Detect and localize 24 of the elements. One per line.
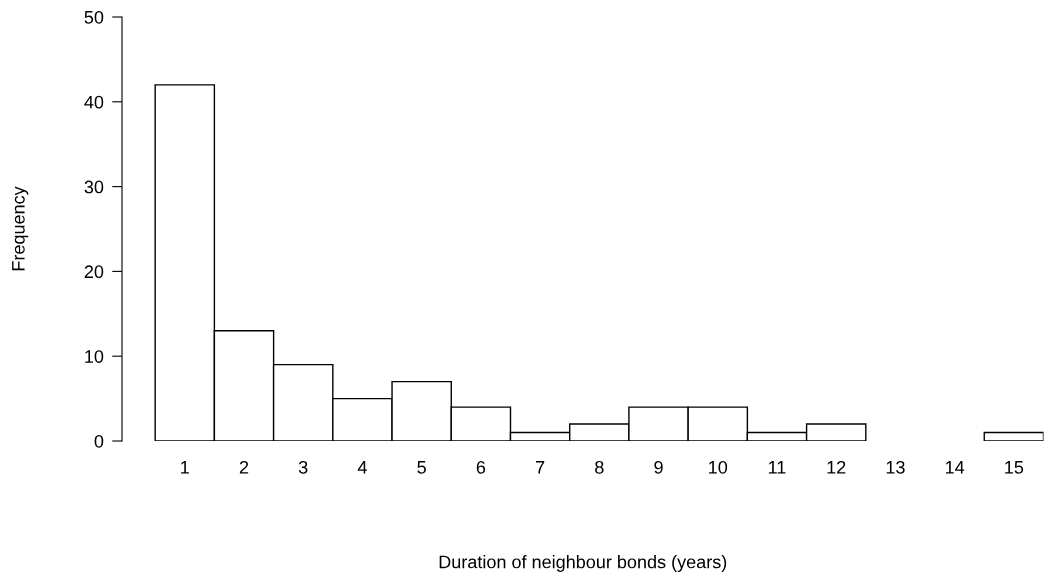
y-tick-label: 0 bbox=[94, 434, 104, 448]
x-tick-label: 11 bbox=[768, 461, 786, 474]
x-tick-label: 7 bbox=[536, 461, 545, 474]
x-tick-label: 8 bbox=[595, 460, 604, 474]
bar bbox=[983, 431, 1044, 441]
x-tick-label: 6 bbox=[476, 460, 486, 474]
y-tick-label: 30 bbox=[84, 180, 104, 194]
y-tick-label: 50 bbox=[84, 10, 104, 24]
x-tick-label: 10 bbox=[709, 460, 728, 474]
y-tick-label: 40 bbox=[84, 95, 104, 109]
x-tick-label: 4 bbox=[357, 461, 367, 474]
y-tick-label: 20 bbox=[84, 265, 104, 279]
x-tick-label: 5 bbox=[417, 461, 426, 474]
x-tick-label: 3 bbox=[298, 460, 308, 474]
x-tick-label: 12 bbox=[827, 460, 846, 474]
x-tick-label: 14 bbox=[945, 461, 965, 474]
x-tick-label: 2 bbox=[239, 460, 249, 474]
x-tick-label: 1 bbox=[181, 461, 189, 474]
x-tick-label: 9 bbox=[654, 460, 663, 474]
x-tick-label: 15 bbox=[1005, 461, 1024, 474]
x-tick-label: 13 bbox=[886, 460, 905, 474]
y-tick-label: 10 bbox=[85, 350, 104, 363]
x-axis-title: Duration of neighbour bonds (years) bbox=[439, 555, 727, 572]
y-axis-title: Frequency bbox=[12, 186, 29, 271]
